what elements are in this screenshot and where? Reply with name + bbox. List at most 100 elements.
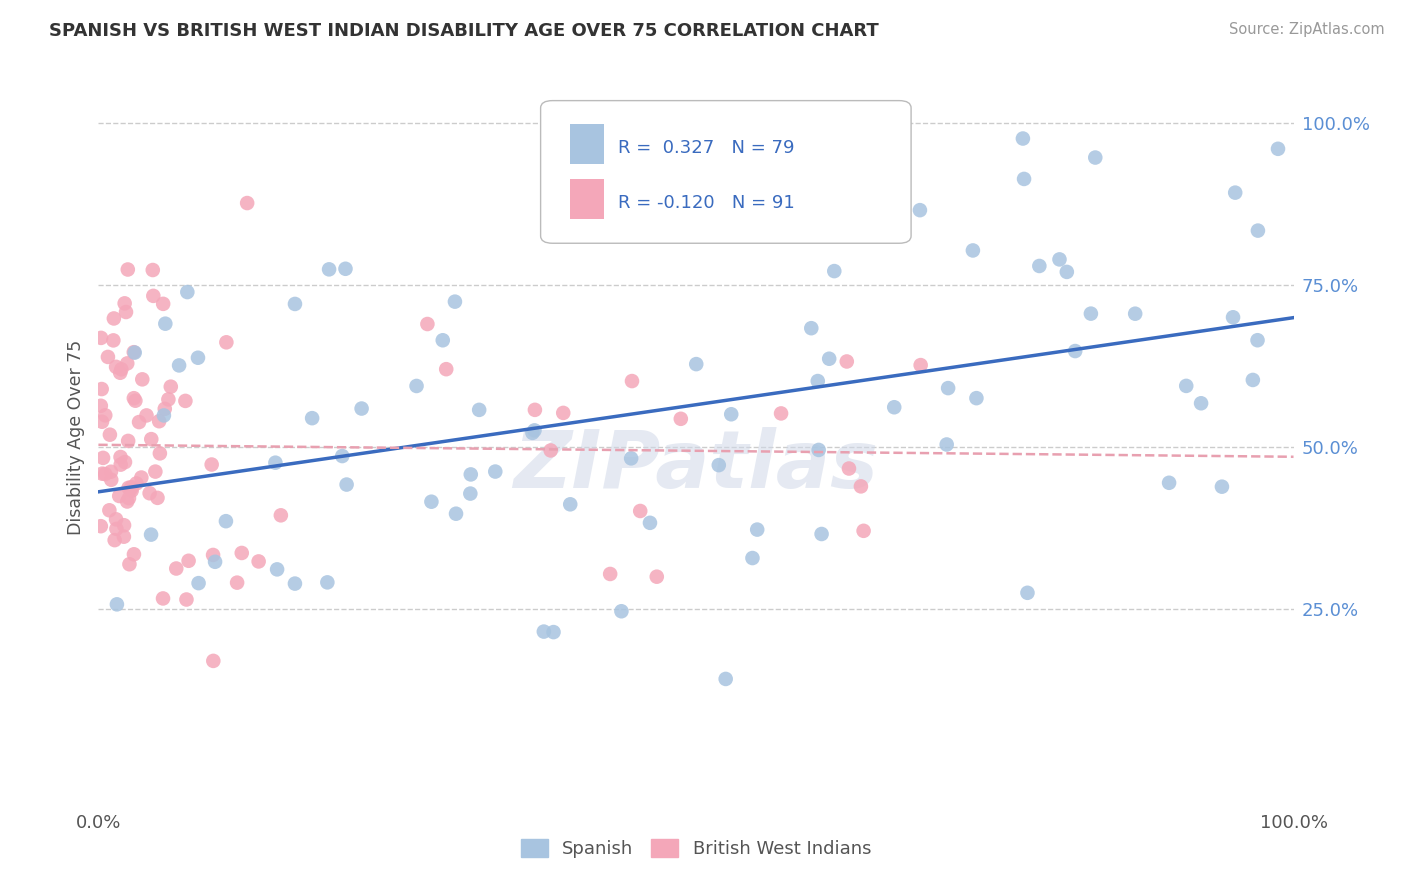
Point	[1247, 224, 1270, 238]
Point	[770, 406, 793, 420]
Point	[149, 446, 172, 460]
Point	[638, 516, 661, 530]
Point	[98, 503, 121, 517]
Point	[90, 331, 112, 345]
Point	[187, 576, 209, 591]
Point	[540, 443, 562, 458]
Point	[301, 411, 323, 425]
Point	[620, 374, 643, 388]
Point	[110, 362, 132, 376]
Point	[460, 486, 482, 500]
Point	[105, 359, 128, 374]
Point	[115, 305, 138, 319]
Point	[620, 451, 643, 466]
Point	[523, 423, 546, 437]
Point	[159, 379, 181, 393]
Point	[1123, 307, 1146, 321]
Point	[91, 450, 114, 465]
Point	[90, 382, 112, 396]
Point	[117, 434, 139, 448]
Point	[236, 196, 259, 211]
Point	[823, 264, 845, 278]
Point	[153, 409, 176, 423]
Point	[1080, 307, 1102, 321]
Point	[936, 381, 959, 395]
Point	[103, 334, 125, 348]
Point	[1064, 344, 1087, 359]
Text: SPANISH VS BRITISH WEST INDIAN DISABILITY AGE OVER 75 CORRELATION CHART: SPANISH VS BRITISH WEST INDIAN DISABILIT…	[49, 22, 879, 40]
Point	[484, 465, 506, 479]
Point	[714, 672, 737, 686]
Point	[560, 497, 582, 511]
Point	[148, 414, 170, 428]
Point	[965, 391, 987, 405]
Point	[110, 458, 132, 472]
Legend: Spanish, British West Indians: Spanish, British West Indians	[512, 830, 880, 867]
Text: R =  0.327   N = 79: R = 0.327 N = 79	[619, 139, 794, 157]
Point	[176, 285, 198, 299]
Point	[468, 402, 491, 417]
Point	[610, 604, 633, 618]
Point	[849, 479, 872, 493]
Point	[685, 357, 707, 371]
Point	[336, 477, 359, 491]
Point	[155, 317, 177, 331]
Point	[97, 350, 120, 364]
Point	[669, 412, 692, 426]
Point	[1049, 252, 1071, 267]
Point	[852, 524, 875, 538]
Point	[460, 467, 482, 482]
Point	[935, 437, 957, 451]
Y-axis label: Disability Age Over 75: Disability Age Over 75	[66, 340, 84, 534]
Point	[226, 575, 249, 590]
Point	[121, 480, 143, 494]
Point	[204, 555, 226, 569]
Point	[444, 507, 467, 521]
Point	[122, 345, 145, 359]
Point	[747, 523, 769, 537]
Point	[114, 296, 136, 310]
Point	[523, 402, 546, 417]
Point	[800, 321, 823, 335]
Point	[121, 483, 143, 498]
Point	[124, 345, 146, 359]
Point	[1222, 310, 1244, 325]
Point	[100, 465, 122, 479]
Point	[120, 482, 142, 496]
Point	[1012, 131, 1035, 145]
Point	[131, 372, 153, 386]
Point	[1017, 586, 1039, 600]
Point	[645, 570, 668, 584]
Point	[1056, 265, 1078, 279]
Point	[284, 297, 307, 311]
Point	[122, 391, 145, 405]
Point	[553, 406, 575, 420]
Point	[124, 393, 146, 408]
Point	[910, 358, 932, 372]
Point	[1157, 475, 1180, 490]
Point	[444, 294, 467, 309]
FancyBboxPatch shape	[571, 124, 605, 164]
Point	[105, 598, 128, 612]
Point	[201, 458, 224, 472]
Point	[318, 262, 340, 277]
FancyBboxPatch shape	[571, 179, 605, 219]
Point	[741, 551, 763, 566]
Point	[405, 379, 427, 393]
Point	[215, 514, 238, 528]
Point	[316, 575, 339, 590]
Point	[883, 401, 905, 415]
FancyBboxPatch shape	[541, 101, 911, 244]
Point	[416, 317, 439, 331]
Point	[543, 625, 565, 640]
Point	[90, 519, 112, 533]
Point	[142, 289, 165, 303]
Point	[1175, 379, 1198, 393]
Point	[152, 297, 174, 311]
Point	[187, 351, 209, 365]
Point	[1267, 142, 1289, 156]
Text: Source: ZipAtlas.com: Source: ZipAtlas.com	[1229, 22, 1385, 37]
Point	[315, 0, 337, 12]
Point	[131, 470, 153, 484]
Point	[100, 473, 122, 487]
